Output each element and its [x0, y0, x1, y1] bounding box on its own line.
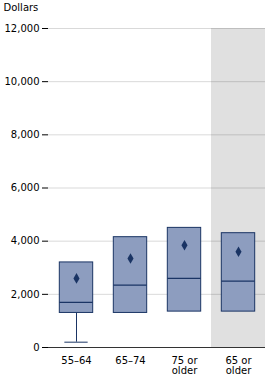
svg-text:4,000: 4,000: [11, 235, 40, 246]
svg-text:2,000: 2,000: [11, 289, 40, 300]
svg-text:65–74: 65–74: [115, 355, 145, 366]
svg-text:10,000: 10,000: [5, 76, 40, 87]
svg-text:75 orolder: 75 orolder: [171, 355, 198, 376]
svg-text:6,000: 6,000: [11, 182, 40, 193]
svg-text:55–64: 55–64: [61, 355, 91, 366]
svg-text:0: 0: [33, 342, 39, 353]
svg-text:65 orolder: 65 orolder: [225, 355, 252, 376]
svg-text:Dollars: Dollars: [4, 2, 39, 13]
svg-text:12,000: 12,000: [5, 23, 40, 34]
svg-text:8,000: 8,000: [11, 129, 40, 140]
